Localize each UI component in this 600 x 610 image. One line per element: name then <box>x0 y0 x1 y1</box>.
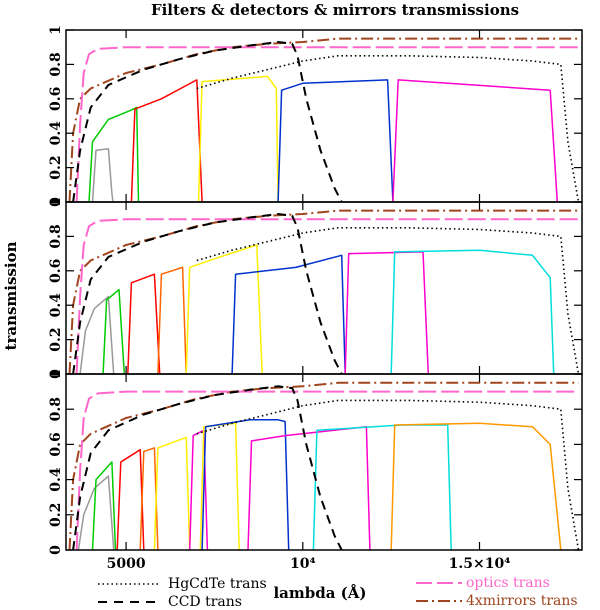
x-tick-label: 10⁴ <box>290 556 316 572</box>
filter-curve-2 <box>102 288 126 375</box>
filter-curve-6 <box>188 429 209 551</box>
x-tick-label: 1.5×10⁴ <box>449 556 511 572</box>
filter-curve-9 <box>247 426 371 551</box>
y-tick-label: 0 <box>48 545 64 555</box>
filter-curve-4 <box>197 75 279 203</box>
filter-curve-3 <box>116 448 145 551</box>
optics-curve <box>75 218 579 375</box>
filter-curve-1 <box>79 295 115 375</box>
filter-curve-3 <box>130 79 203 203</box>
filter-curve-1 <box>91 147 114 203</box>
panel-frame <box>65 373 583 551</box>
legend: HgCdTe trans CCD trans optics trans 4xmi… <box>98 575 578 610</box>
optics-curve <box>75 46 579 203</box>
y-tick-label: 0 <box>48 197 64 207</box>
optics-curve <box>75 390 579 551</box>
filter-curve-7 <box>344 251 430 375</box>
filter-curve-8 <box>201 419 290 551</box>
hgcdte-curve <box>196 227 580 375</box>
y-tick-label: 0.2 <box>48 327 64 351</box>
hgcdte-curve <box>196 399 580 551</box>
ccd-curve <box>72 385 343 551</box>
y-tick-label: 1 <box>48 369 64 379</box>
y-tick-label: 0.2 <box>48 503 64 527</box>
legend-label-mirrors: 4xmirrors trans <box>466 593 578 609</box>
x-tick-label: 5000 <box>107 556 146 572</box>
y-tick-label: 0.8 <box>48 224 64 248</box>
filter-curve-2 <box>88 106 140 203</box>
chart-title: Filters & detectors & mirrors transmissi… <box>151 1 519 19</box>
filter-curve-5 <box>277 79 394 203</box>
filter-curve-3 <box>127 273 161 375</box>
legend-label-hgcdte: HgCdTe trans <box>168 576 267 592</box>
legend-label-ccd: CCD trans <box>168 594 242 610</box>
y-tick-label: 0.6 <box>48 432 64 456</box>
filter-curve-2 <box>91 461 117 551</box>
y-tick-label: 0.8 <box>48 397 64 421</box>
filter-curve-5 <box>153 436 191 551</box>
x-axis-label: lambda (Å) <box>273 584 366 602</box>
filter-curve-5 <box>185 244 263 375</box>
ccd-curve <box>72 212 343 375</box>
y-tick-label: 0.6 <box>48 87 64 111</box>
panel-frame <box>65 201 583 375</box>
panel-2: 0 0.2 0.4 0.6 0.8 1 <box>48 197 583 379</box>
filter-curve-8 <box>390 249 555 375</box>
y-tick-label: 0 <box>48 369 64 379</box>
filter-curve-11 <box>390 422 562 551</box>
mirrors-curve <box>68 209 579 375</box>
panel-3: 0 0.2 0.4 0.6 0.8 1 <box>48 369 583 555</box>
mirrors-curve <box>68 381 579 551</box>
y-tick-label: 0.2 <box>48 155 64 179</box>
ccd-curve <box>72 40 343 203</box>
y-tick-label: 0.4 <box>48 293 64 318</box>
filter-curve-10 <box>312 424 452 551</box>
y-tick-label: 0.4 <box>48 467 64 492</box>
y-tick-label: 0.6 <box>48 259 64 283</box>
y-tick-label: 0.4 <box>48 121 64 146</box>
filter-curve-4 <box>157 266 187 375</box>
filter-curve-6 <box>392 79 559 203</box>
panel-1: 0 0.2 0.4 0.6 0.8 1 <box>48 25 583 207</box>
x-axis-ticks: 5000 10⁴ 1.5×10⁴ <box>107 556 511 572</box>
panel-frame <box>65 29 583 203</box>
filter-curve-1 <box>77 475 115 551</box>
y-tick-label: 1 <box>48 197 64 207</box>
filter-curve-6 <box>231 254 346 375</box>
mirrors-curve <box>68 37 579 203</box>
y-axis-label: transmission <box>2 241 20 350</box>
y-tick-label: 1 <box>48 25 64 35</box>
y-tick-label: 0.8 <box>48 52 64 76</box>
legend-label-optics: optics trans <box>466 575 550 591</box>
